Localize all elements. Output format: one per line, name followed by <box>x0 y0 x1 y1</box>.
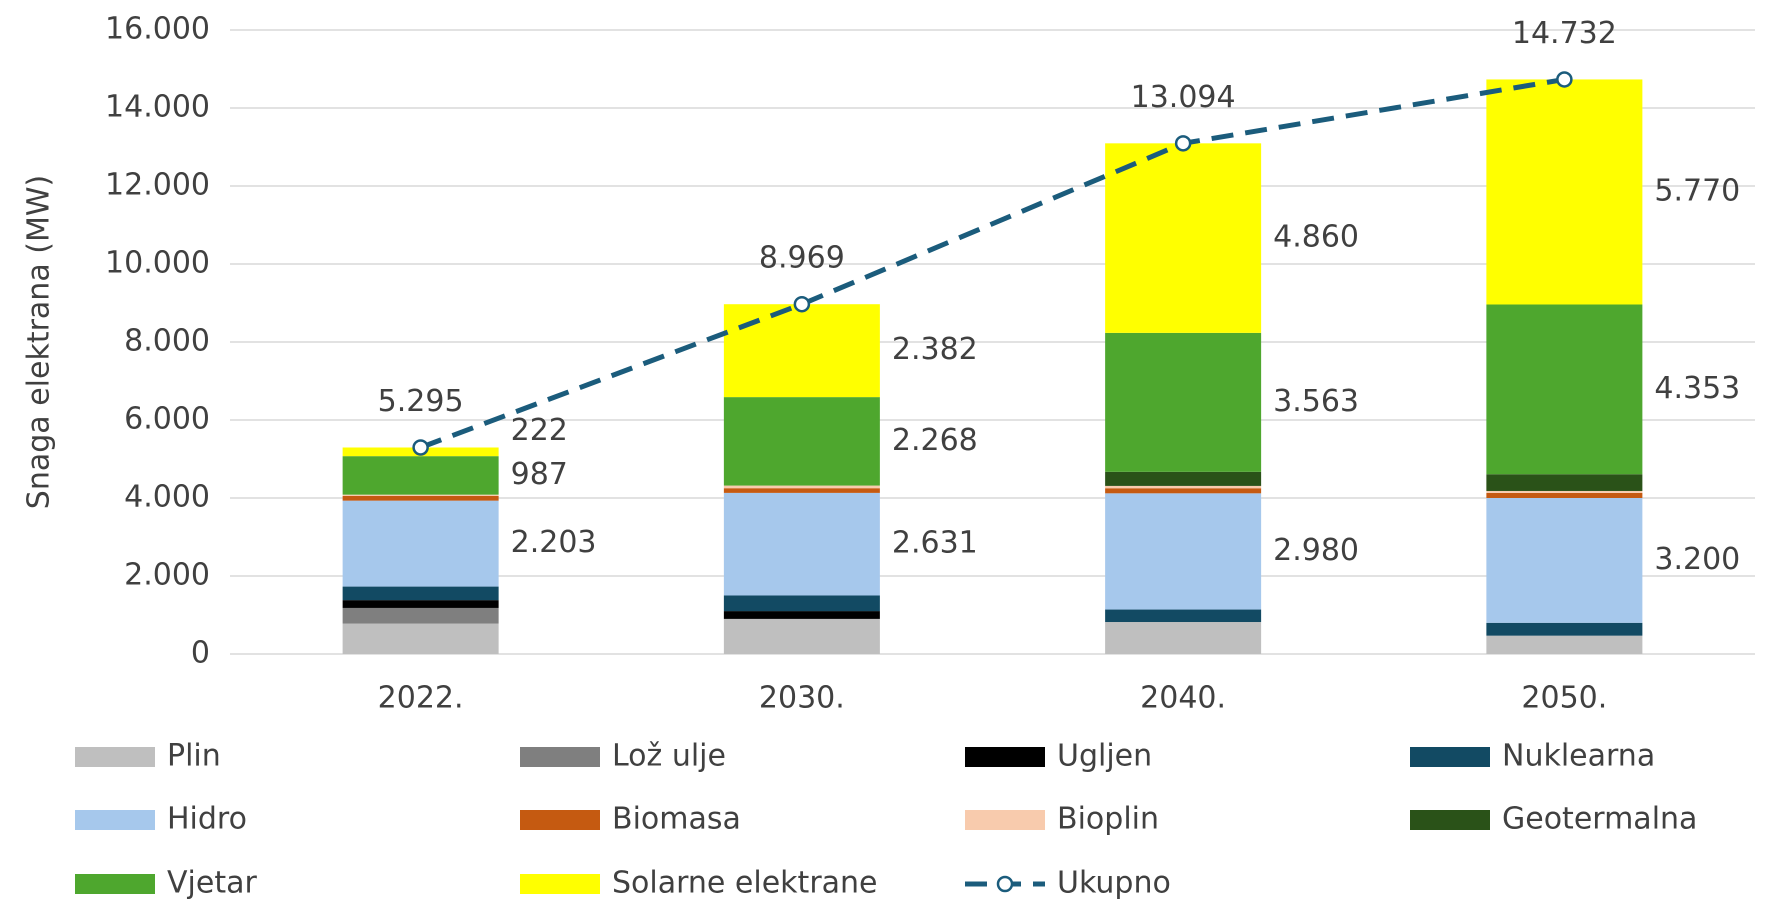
data-label: 4.860 <box>1273 220 1359 255</box>
total-marker <box>1556 71 1573 88</box>
legend-label: Vjetar <box>167 866 257 901</box>
y-tick-label: 12.000 <box>105 168 210 203</box>
bar-segment <box>1486 492 1643 498</box>
y-tick-label: 0 <box>191 636 210 671</box>
bar-segment <box>1486 498 1643 623</box>
legend-label: Solarne elektrane <box>612 866 878 901</box>
bar-segment <box>1486 79 1643 305</box>
legend-swatch <box>520 747 600 767</box>
legend-swatch <box>965 747 1045 767</box>
legend-swatch <box>965 810 1045 830</box>
legend-label: Plin <box>167 739 221 774</box>
data-label: 5.770 <box>1654 173 1740 208</box>
bar-segment <box>1105 488 1262 494</box>
x-tick-label: 2022. <box>378 681 464 716</box>
y-tick-label: 8.000 <box>124 324 210 359</box>
bar-segment <box>1486 622 1643 636</box>
bar-segment <box>342 500 499 587</box>
bar-segment <box>342 495 499 501</box>
data-label: 2.631 <box>892 526 978 561</box>
bar-segment <box>1105 332 1262 472</box>
total-label: 8.969 <box>759 241 845 276</box>
bar-segment <box>723 488 880 493</box>
total-marker <box>793 295 811 313</box>
x-tick-label: 2030. <box>759 681 845 716</box>
bar-segment <box>1105 485 1262 489</box>
data-label: 987 <box>511 457 568 492</box>
legend-swatch <box>520 810 600 830</box>
bar-segment <box>1105 493 1262 610</box>
bar-segment <box>1105 609 1262 623</box>
legend-swatch <box>75 874 155 894</box>
y-tick-label: 4.000 <box>124 480 210 515</box>
y-tick-label: 16.000 <box>105 12 210 47</box>
bar-segment <box>1486 490 1643 493</box>
bar-segment <box>723 485 880 489</box>
legend-label: Ukupno <box>1057 866 1171 901</box>
legend-swatch <box>75 747 155 767</box>
legend-label: Ugljen <box>1057 739 1152 774</box>
data-label: 2.203 <box>511 525 597 560</box>
bar-segment <box>1486 635 1643 654</box>
legend-label: Bioplin <box>1057 802 1159 837</box>
bar-segment <box>1486 304 1643 475</box>
bar-segment <box>723 397 880 486</box>
total-line <box>419 76 1565 450</box>
bar-segment <box>723 492 880 596</box>
legend-label: Lož ulje <box>612 739 726 774</box>
y-tick-label: 10.000 <box>105 246 210 281</box>
total-marker <box>412 439 429 456</box>
bar-segment <box>723 304 880 398</box>
bar-segment <box>723 595 880 612</box>
data-label: 222 <box>511 413 568 448</box>
bar-segment <box>1105 143 1262 333</box>
bar-segment <box>342 623 499 654</box>
data-label: 3.563 <box>1273 384 1359 419</box>
total-label: 13.094 <box>1131 80 1236 115</box>
legend-label: Hidro <box>167 802 247 837</box>
x-tick-label: 2050. <box>1521 681 1607 716</box>
legend-swatch <box>1410 747 1490 767</box>
legend-swatch <box>1410 810 1490 830</box>
bar-segment <box>1105 622 1262 654</box>
bar-segment <box>342 607 499 624</box>
legend-swatch <box>520 874 600 894</box>
bar-segment <box>723 611 880 619</box>
total-label: 5.295 <box>378 384 464 419</box>
legend-label: Biomasa <box>612 802 741 837</box>
y-tick-label: 2.000 <box>124 558 210 593</box>
legend-label: Nuklearna <box>1502 739 1655 774</box>
bar-segment <box>342 494 499 496</box>
bar-segment <box>342 600 499 608</box>
y-tick-label: 14.000 <box>105 90 210 125</box>
legend-label: Geotermalna <box>1502 802 1697 837</box>
data-label: 4.353 <box>1654 371 1740 406</box>
data-label: 2.382 <box>892 332 978 367</box>
bar-segment <box>723 618 880 654</box>
total-marker <box>1174 135 1192 152</box>
legend-swatch <box>996 875 1014 893</box>
total-label: 14.732 <box>1512 16 1617 51</box>
data-label: 2.980 <box>1273 533 1359 568</box>
data-label: 3.200 <box>1654 542 1740 577</box>
legend-swatch <box>75 810 155 830</box>
bar-segment <box>342 586 499 601</box>
y-tick-label: 6.000 <box>124 402 210 437</box>
data-label: 2.268 <box>892 423 978 458</box>
y-axis-label: Snaga elektrana (MW) <box>22 175 57 509</box>
bar-segment <box>1486 474 1643 491</box>
bar-segment <box>342 456 499 495</box>
x-tick-label: 2040. <box>1140 681 1226 716</box>
bar-segment <box>1105 471 1262 486</box>
